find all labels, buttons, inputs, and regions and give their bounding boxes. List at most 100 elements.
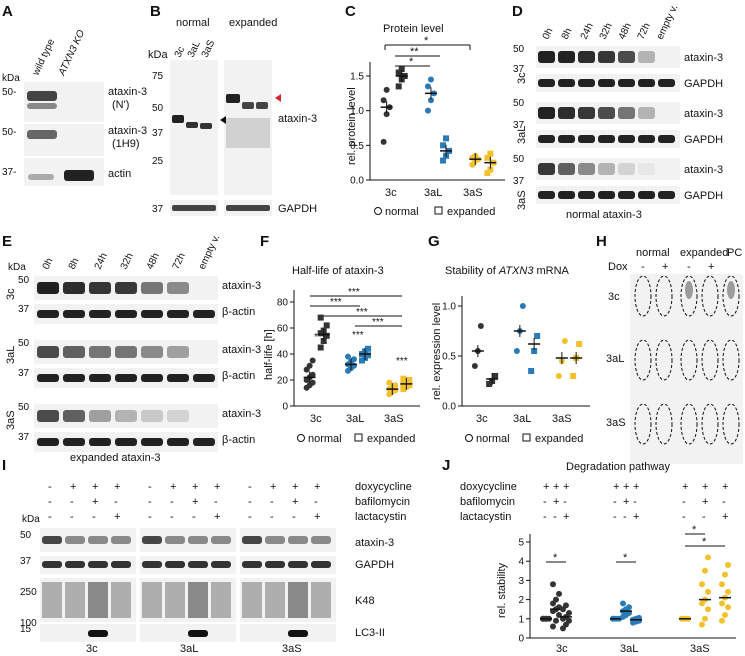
treatment-sign: - <box>214 496 218 508</box>
treatment-sign: + <box>553 481 559 493</box>
blot-image <box>630 274 743 464</box>
blot-band <box>193 310 215 318</box>
time-label: empty v. <box>197 233 223 271</box>
treatment-sign: - <box>563 496 567 508</box>
data-point <box>534 333 541 339</box>
legend-marker-square <box>434 206 443 215</box>
data-point <box>513 348 520 354</box>
blot-smear <box>111 582 131 618</box>
significance-star: *** <box>396 356 408 367</box>
blot-band <box>618 163 635 175</box>
treatment-sign: + <box>633 481 639 493</box>
panel-g-chart: Stability of ATXN3 mRNA rel. expression … <box>431 265 590 445</box>
y-tick-label: 1.5 <box>350 72 364 83</box>
row-label: 3aS <box>516 190 528 210</box>
dot-blot-spot <box>634 275 652 317</box>
blot-smear <box>265 582 285 618</box>
treatment-sign: - <box>687 261 691 273</box>
row-label: 3aL <box>606 353 624 365</box>
data-point <box>424 107 431 114</box>
blot-band <box>618 191 635 199</box>
treatment-sign: - <box>682 511 686 523</box>
blot-band <box>638 51 655 63</box>
treatment-sign: - <box>633 496 637 508</box>
time-label: 8h <box>560 27 575 42</box>
treatment-sign: + <box>543 481 549 493</box>
legend-marker-square <box>354 433 363 442</box>
blot-band <box>211 536 231 544</box>
chart-title: Protein level <box>383 23 444 35</box>
blot-band <box>558 79 575 87</box>
dot-blot-spot <box>680 339 698 381</box>
mw-marker: 50 <box>152 103 164 114</box>
treatment-sign: - <box>292 511 296 523</box>
treatment-sign: + <box>292 496 298 508</box>
treatment-sign: - <box>613 496 617 508</box>
data-point <box>317 344 324 351</box>
blot-band <box>89 282 111 294</box>
treatment-sign: - <box>270 496 274 508</box>
dot-signal <box>727 281 735 299</box>
blot-band <box>37 410 59 422</box>
treatment-label: bafilomycin <box>355 496 410 508</box>
band-label: GAPDH <box>355 559 394 571</box>
blot-band <box>42 536 62 544</box>
panel-letter-i: I <box>2 457 6 474</box>
data-point <box>406 377 413 383</box>
time-label: 24h <box>579 21 596 41</box>
y-axis-label: half-life [h] <box>263 329 275 380</box>
mw-marker: 50- <box>2 127 16 138</box>
blot-band <box>598 163 615 175</box>
band-label: ataxin-3 <box>108 86 147 98</box>
x-tick-label: 3c <box>385 187 397 199</box>
data-point <box>383 111 390 118</box>
blot-band <box>193 374 215 382</box>
blot-band <box>618 51 635 63</box>
dot-blot-spot <box>701 339 719 381</box>
mw-marker: 37 <box>152 204 164 215</box>
treatment-sign: - <box>543 511 547 523</box>
data-point <box>386 379 393 386</box>
band-label: ataxin-3 <box>278 113 317 125</box>
blot-band <box>311 536 331 544</box>
blot-band <box>242 536 262 544</box>
blot-band <box>89 410 111 422</box>
blot-band <box>538 51 555 63</box>
data-point <box>702 567 708 574</box>
data-point <box>477 323 484 329</box>
legend-label: expanded <box>535 433 583 445</box>
band-label: ataxin-3 <box>222 280 261 292</box>
treatment-sign: - <box>148 496 152 508</box>
data-point <box>469 161 476 168</box>
treatment-sign: + <box>662 261 668 273</box>
lane-label: 3aS <box>200 38 218 59</box>
significance-star: *** <box>372 317 384 328</box>
blot-band <box>658 79 675 87</box>
mw-marker: 37- <box>2 167 16 178</box>
treatment-sign: + <box>192 496 198 508</box>
data-point <box>487 150 494 157</box>
kda-label: kDa <box>2 73 20 84</box>
arrowhead-icon <box>220 116 226 124</box>
blot-band <box>167 346 189 358</box>
panel-a-western-blot: kDa wild type ATXN3 KO 50- 50- 37- ataxi… <box>2 28 147 186</box>
blot-band <box>141 346 163 358</box>
blot-band <box>558 191 575 199</box>
blot-band <box>578 135 595 143</box>
treatment-sign: + <box>702 496 708 508</box>
treatment-sign: + <box>708 261 714 273</box>
blot-band <box>538 163 555 175</box>
blot-band <box>538 135 555 143</box>
legend-label: normal <box>476 433 510 445</box>
row-label: 3aL <box>516 126 528 144</box>
treatment-sign: - <box>192 511 196 523</box>
treatment-sign: + <box>563 481 569 493</box>
group-label: 3aL <box>180 643 198 655</box>
blot-band <box>658 135 675 143</box>
row-label: 3c <box>516 72 528 84</box>
blot-band <box>37 438 59 446</box>
y-tick-label: 3 <box>518 576 524 587</box>
data-point <box>550 581 556 588</box>
dot-blot-spot <box>722 275 740 317</box>
x-tick-label: 3c <box>556 643 568 655</box>
